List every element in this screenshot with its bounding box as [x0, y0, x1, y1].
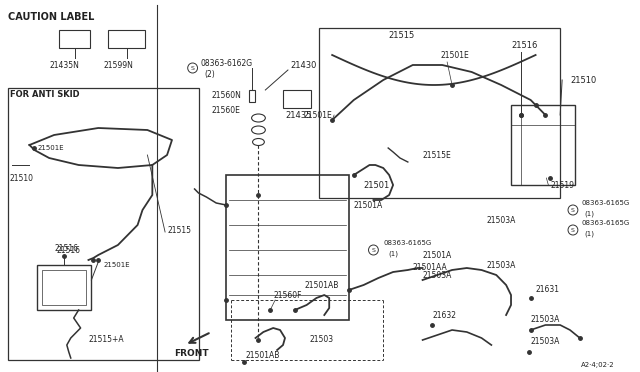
Text: 21503A: 21503A: [422, 270, 452, 279]
Text: 21501E: 21501E: [303, 110, 332, 119]
Bar: [226, 175, 349, 320]
Text: FRONT: FRONT: [174, 350, 209, 359]
Text: 21516: 21516: [511, 41, 538, 49]
Text: 21501AA: 21501AA: [413, 263, 447, 273]
Text: 21599N: 21599N: [103, 61, 133, 70]
Bar: [248, 90, 255, 102]
Text: 21503A: 21503A: [486, 215, 516, 224]
Text: S: S: [191, 65, 195, 71]
Text: 21503A: 21503A: [531, 337, 560, 346]
Bar: [42, 270, 86, 305]
Text: 21501E: 21501E: [103, 262, 130, 268]
Bar: [8, 88, 200, 360]
Text: 21515: 21515: [388, 31, 415, 39]
Text: FOR ANTI SKID: FOR ANTI SKID: [10, 90, 79, 99]
Bar: [319, 28, 560, 198]
Text: (1): (1): [388, 251, 398, 257]
Text: 21501E: 21501E: [440, 51, 469, 60]
Text: (1): (1): [585, 231, 595, 237]
Text: 21519: 21519: [550, 180, 574, 189]
Bar: [59, 30, 90, 48]
Text: 21510: 21510: [10, 173, 34, 183]
Bar: [283, 90, 310, 108]
Text: 21501E: 21501E: [37, 145, 64, 151]
Text: 21510: 21510: [570, 76, 596, 84]
Text: 21515+A: 21515+A: [88, 336, 124, 344]
Text: 21631: 21631: [536, 285, 559, 295]
Text: 08363-6165G: 08363-6165G: [582, 220, 630, 226]
Text: S: S: [571, 228, 575, 232]
Text: 21501: 21501: [364, 180, 390, 189]
Text: 21560F: 21560F: [273, 291, 301, 299]
Text: 21560N: 21560N: [211, 90, 241, 99]
Text: 08363-6165G: 08363-6165G: [582, 200, 630, 206]
Text: 21435: 21435: [285, 110, 312, 119]
Text: (1): (1): [585, 211, 595, 217]
Text: 21501A: 21501A: [354, 201, 383, 209]
Text: S: S: [571, 208, 575, 212]
Text: S: S: [371, 247, 376, 253]
Text: 21515: 21515: [167, 225, 191, 234]
Text: 21501A: 21501A: [422, 250, 452, 260]
Bar: [511, 105, 575, 185]
Text: 21560E: 21560E: [211, 106, 240, 115]
Text: 21516: 21516: [54, 244, 78, 253]
Bar: [37, 265, 92, 310]
Text: 21503A: 21503A: [531, 315, 560, 324]
Text: A2·4;02·2: A2·4;02·2: [580, 362, 614, 368]
Text: 21435N: 21435N: [49, 61, 79, 70]
Text: 08363-6162G: 08363-6162G: [200, 58, 253, 67]
Text: 08363-6165G: 08363-6165G: [383, 240, 431, 246]
Text: 21430: 21430: [290, 61, 316, 70]
Text: 21501AB: 21501AB: [246, 350, 280, 359]
Bar: [108, 30, 145, 48]
Text: 21503: 21503: [310, 336, 333, 344]
Text: CAUTION LABEL: CAUTION LABEL: [8, 12, 94, 22]
Text: 21516: 21516: [57, 246, 81, 254]
Text: 21501AB: 21501AB: [305, 280, 339, 289]
Text: 21515E: 21515E: [422, 151, 451, 160]
Text: 21503A: 21503A: [486, 260, 516, 269]
Text: (2): (2): [204, 70, 215, 78]
Text: 21632: 21632: [433, 311, 456, 320]
